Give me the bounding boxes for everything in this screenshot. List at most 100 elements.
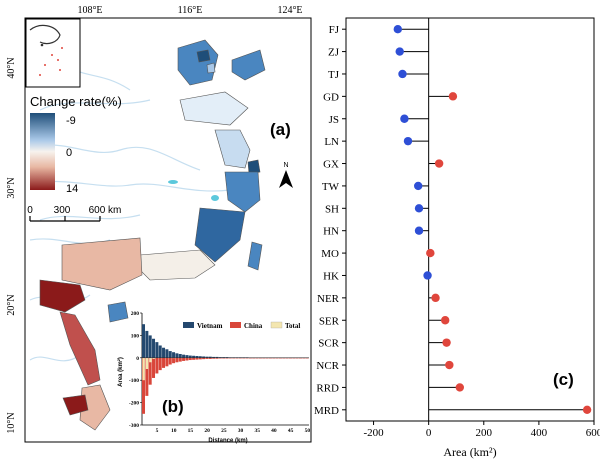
lat-ticks: 40°N 30°N 20°N 10°N [6,57,17,433]
b-bar [285,357,289,359]
b-bar [205,356,209,358]
province-guangxi [61,237,143,291]
b-bar [142,357,145,381]
province-mekong [62,394,89,416]
north-arrow: N [279,162,293,188]
province-vietnam-central [59,311,101,386]
province-hainan [107,301,129,323]
b-bar [208,356,212,358]
legend-title: Change rate(%) [30,94,122,109]
b-bar [142,357,146,414]
b-bar [292,357,296,359]
b-bar [185,357,189,361]
b-bar [149,357,152,363]
b-bar [172,352,176,358]
province-zhejiang [224,171,261,213]
lon-ticks: 108°E 116°E 124°E [77,5,302,16]
b-bar [205,357,209,359]
c-category-label: SCR [318,338,339,350]
province-shandong [179,91,249,126]
b-bar [145,357,149,396]
province-tianjin [206,62,216,74]
b-bar [245,357,249,359]
lat-tick-label: 10°N [6,412,17,433]
c-category-label: GX [323,159,339,171]
b-bar [182,354,186,358]
b-xtick-label: 50 [305,428,311,434]
lat-tick-label: 40°N [6,57,17,78]
b-bar [212,357,216,359]
b-bar [298,357,302,359]
b-bar [225,357,229,359]
b-bar [198,357,202,360]
b-bar [248,357,252,359]
b-bar [158,345,162,358]
c-xtick-label: 0 [426,427,432,439]
panel-label-c: (c) [553,370,574,389]
c-dot [442,338,451,347]
panel-label-a: (a) [270,120,291,139]
c-plot-frame [345,17,595,422]
province-jiangsu [214,129,251,169]
b-bar [152,357,155,359]
b-xtick-label: 35 [254,428,260,434]
c-xtick-label: 200 [476,427,493,439]
legend-value: -9 [66,115,76,127]
b-xtick-label: 25 [221,428,227,434]
b-bar [162,357,166,368]
c-category-label: MO [321,248,339,260]
c-dot [441,316,450,325]
inset-map [25,18,81,88]
b-bar [188,357,192,361]
c-dot [455,383,465,392]
province-vietnam-north [39,279,86,313]
b-bar [192,357,196,360]
legend-series: Vietnam [197,322,223,330]
c-category-label: SER [319,315,340,327]
c-dot [403,136,413,146]
b-bar [218,357,222,359]
legend-colorbar [30,113,55,190]
b-xtick-label: 10 [171,428,177,434]
c-dot [395,47,404,56]
province-taiwan [247,241,263,271]
b-bar [178,357,182,362]
b-bar [182,357,186,361]
lat-tick-label: 20°N [6,294,17,315]
north-label: N [283,162,288,169]
c-category-label: TW [322,181,340,193]
lat-tick-label: 30°N [6,177,17,198]
c-dot [423,271,432,280]
b-bar [252,357,256,359]
lon-tick-label: 108°E [77,5,102,16]
b-bar [192,355,196,358]
color-legend: Change rate(%) -9 0 14 [30,94,122,195]
c-dot [413,181,423,191]
b-bar [148,335,152,358]
b-bar [268,357,272,359]
scale-label: 300 [54,205,71,216]
b-bar [178,353,182,358]
provinces [39,39,266,431]
b-bar [202,357,206,360]
b-bar [215,357,219,359]
c-category-label: NER [317,293,340,305]
b-bar [222,357,226,358]
map-frame [24,17,312,443]
b-bar [282,357,286,359]
b-bar [278,357,282,359]
c-dot [431,293,440,303]
b-bar [168,351,172,358]
b-bar [168,357,172,365]
scale-bar: 0 300 600 km [27,205,121,222]
b-bar [198,356,202,358]
b-xtick-label: 5 [156,428,159,434]
b-bar [175,353,179,358]
b-bar [158,357,162,371]
b-bar [155,357,159,374]
b-ytick-label: 200 [131,311,140,317]
map-panel: 108°E 116°E 124°E 40°N 30°N 20°N 10°N Ch… [6,5,312,443]
b-ytick-label: -200 [129,401,139,407]
b-bar [188,355,192,358]
dot-chart-c: Area (km²) (c) -200 0 200 400 600 FJ ZJ TJ GD JS L… [314,17,600,459]
